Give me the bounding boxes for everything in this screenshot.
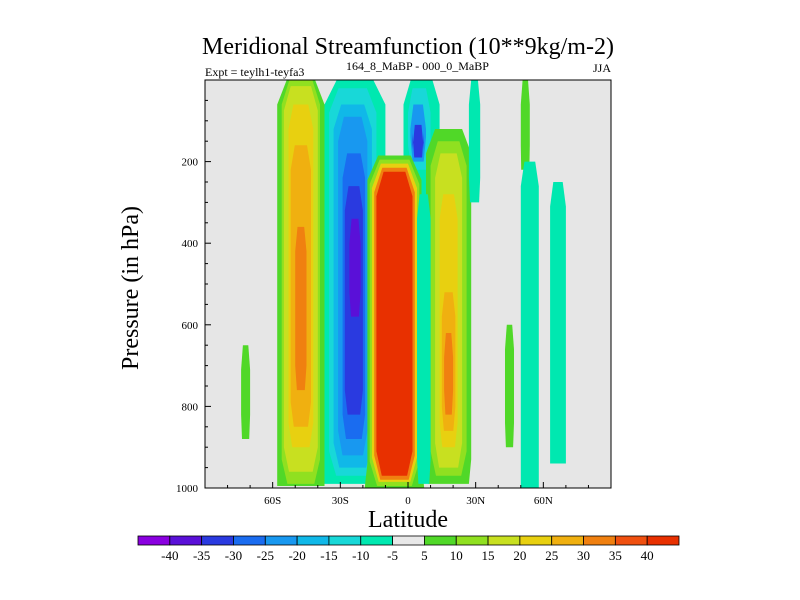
contour-band-neg30 xyxy=(412,124,424,158)
colorbar-swatch xyxy=(169,535,203,546)
colorbar-label: 15 xyxy=(482,548,495,563)
contour-band-neg5 xyxy=(468,80,481,203)
chart-title: Meridional Streamfunction (10**9kg/m-2) xyxy=(202,34,614,60)
contour-band-30 xyxy=(444,333,454,415)
colorbar-swatch xyxy=(487,535,521,546)
y-tick-label: 800 xyxy=(182,401,199,413)
colorbar-swatch xyxy=(519,535,553,546)
chart-subtitle-left: Expt = teylh1-teyfa3 xyxy=(205,65,304,79)
x-tick-label: 60S xyxy=(264,495,281,507)
x-axis-label: Latitude xyxy=(368,507,448,533)
colorbar-label: 20 xyxy=(513,548,526,563)
colorbar-label: 5 xyxy=(421,548,428,563)
y-tick-label: 400 xyxy=(182,238,199,250)
colorbar-swatch xyxy=(328,535,362,546)
colorbar-label: -10 xyxy=(352,548,369,563)
y-tick-label: 1000 xyxy=(176,483,199,495)
colorbar-swatch xyxy=(424,535,457,546)
x-tick-label: 0 xyxy=(405,495,411,507)
colorbar-swatch xyxy=(233,535,266,546)
contour-band-neg5 xyxy=(550,182,566,464)
colorbar-label: -20 xyxy=(288,548,305,563)
colorbar-swatch xyxy=(264,535,298,546)
contour-band-5 xyxy=(241,345,251,439)
contour-band-neg5 xyxy=(520,161,539,488)
contour-fill-layer xyxy=(241,80,566,488)
colorbar-swatch xyxy=(360,535,393,546)
chart-subtitle-center: 164_8_MaBP - 000_0_MaBP xyxy=(346,59,489,73)
colorbar-label: -35 xyxy=(193,548,210,563)
colorbar-label: 35 xyxy=(609,548,622,563)
colorbar-label: 10 xyxy=(450,548,463,563)
colorbar-label: -25 xyxy=(257,548,274,563)
y-axis-label: Pressure (in hPa) xyxy=(118,206,144,370)
x-axis: 60S 30S 0 30N 60N xyxy=(227,482,589,507)
contour-band-5 xyxy=(520,80,530,170)
contour-band-neg5 xyxy=(417,194,431,484)
colorbar-label: 25 xyxy=(545,548,558,563)
colorbar-swatch xyxy=(614,535,648,546)
y-tick-label: 200 xyxy=(182,157,199,169)
colorbar-label: -40 xyxy=(161,548,178,563)
x-tick-label: 30N xyxy=(466,495,485,507)
colorbar-swatch xyxy=(551,535,584,546)
colorbar-swatch xyxy=(646,535,680,546)
colorbar-swatch xyxy=(137,535,171,546)
colorbar-swatch xyxy=(392,535,425,546)
y-tick-label: 600 xyxy=(182,320,199,332)
contour-band-5 xyxy=(505,324,514,448)
colorbar-label: -5 xyxy=(387,548,398,563)
colorbar-label: -30 xyxy=(225,548,242,563)
colorbar-label: 30 xyxy=(577,548,590,563)
colorbar-label: 40 xyxy=(641,548,654,563)
colorbar: -40 -35 -30 -25 -20 -15 -10 -5 5 10 15 20 25 30 35 40 xyxy=(137,535,680,563)
colorbar-swatch xyxy=(296,535,330,546)
chart-subtitle-right: JJA xyxy=(593,61,611,75)
x-tick-label: 30S xyxy=(332,495,349,507)
contour-band-neg35 xyxy=(349,218,361,317)
colorbar-swatch xyxy=(583,535,616,546)
colorbar-label: -15 xyxy=(320,548,337,563)
y-axis: 200 400 600 800 1000 xyxy=(176,99,211,495)
x-tick-label: 60N xyxy=(534,495,553,507)
colorbar-swatch xyxy=(455,535,489,546)
colorbar-swatch xyxy=(201,535,234,546)
contour-band-40 xyxy=(376,171,413,476)
contour-band-30 xyxy=(295,226,307,391)
